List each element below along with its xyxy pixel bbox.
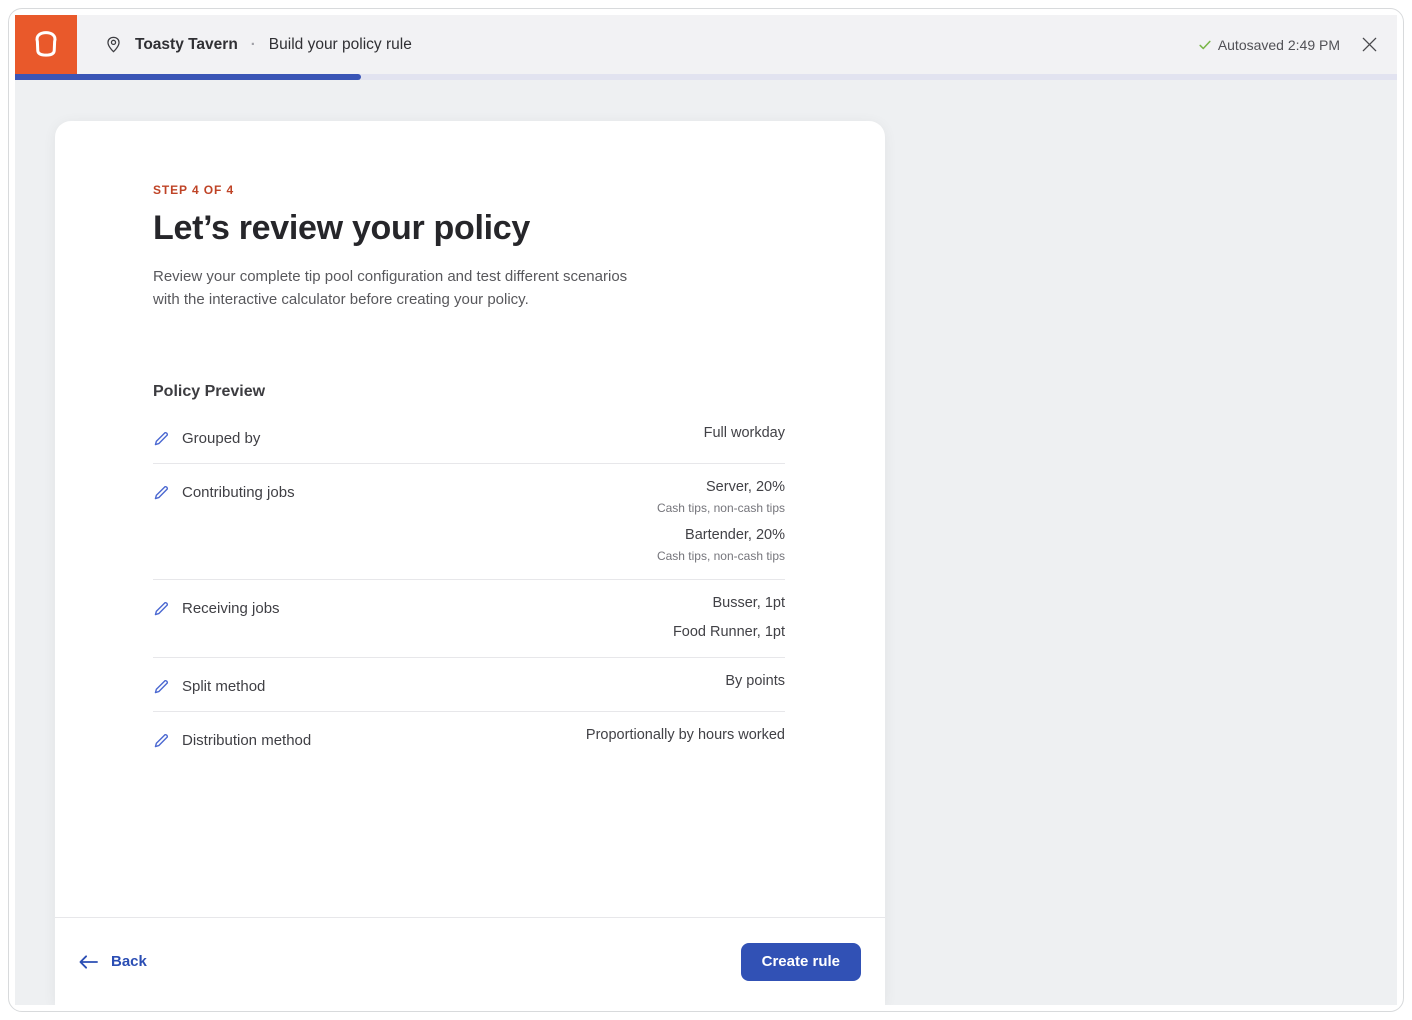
row-label: Contributing jobs: [182, 484, 295, 501]
policy-row-grouped-by: Grouped by Full workday: [153, 410, 785, 464]
flow-title: Build your policy rule: [268, 35, 412, 53]
toast-bread-icon: [28, 27, 64, 63]
progress-bar: [15, 74, 1397, 80]
step-label: STEP 4 OF 4: [153, 183, 235, 197]
row-value: Proportionally by hours worked: [585, 727, 785, 743]
edit-pencil-icon[interactable]: [153, 732, 170, 749]
checkmark-icon: [1198, 38, 1212, 52]
row-value-detail: Cash tips, non-cash tips: [656, 549, 785, 563]
card-footer: Back Create rule: [55, 917, 885, 1005]
progress-bar-fill: [15, 74, 361, 80]
toast-logo: [15, 15, 77, 74]
row-value: By points: [725, 673, 785, 689]
top-bar-right: Autosaved 2:49 PM: [1198, 31, 1397, 58]
page-background: STEP 4 OF 4 Let’s review your policy Rev…: [15, 80, 1397, 1005]
row-value: Bartender, 20%: [685, 527, 785, 543]
location-pin-icon: [104, 35, 123, 54]
create-rule-button[interactable]: Create rule: [740, 942, 861, 981]
card-body: STEP 4 OF 4 Let’s review your policy Rev…: [55, 121, 885, 917]
breadcrumb: Toasty Tavern · Build your policy rule: [104, 35, 412, 54]
row-value: Food Runner, 1pt: [672, 624, 785, 640]
row-value: Busser, 1pt: [712, 595, 785, 611]
edit-pencil-icon[interactable]: [153, 600, 170, 617]
policy-row-distribution-method: Distribution method Proportionally by ho…: [153, 712, 785, 765]
close-icon: [1360, 35, 1379, 54]
row-value: Server, 20%: [706, 479, 785, 495]
autosave-status: Autosaved 2:49 PM: [1198, 37, 1340, 53]
policy-row-contributing-jobs: Contributing jobs Server, 20% Cash tips,…: [153, 464, 785, 580]
edit-pencil-icon[interactable]: [153, 484, 170, 501]
edit-pencil-icon[interactable]: [153, 678, 170, 695]
breadcrumb-separator: ·: [250, 36, 256, 53]
row-label: Split method: [182, 678, 266, 695]
arrow-left-icon: [79, 954, 98, 969]
policy-row-receiving-jobs: Receiving jobs Busser, 1pt Food Runner, …: [153, 580, 785, 658]
row-value-detail: Cash tips, non-cash tips: [656, 501, 785, 515]
app-window: Toasty Tavern · Build your policy rule A…: [15, 15, 1397, 1005]
policy-row-split-method: Split method By points: [153, 658, 785, 712]
row-value: Full workday: [703, 425, 785, 441]
back-button[interactable]: Back: [79, 953, 147, 970]
review-card: STEP 4 OF 4 Let’s review your policy Rev…: [55, 121, 885, 1005]
page-title: Let’s review your policy: [153, 209, 531, 247]
row-label: Distribution method: [182, 732, 312, 749]
edit-pencil-icon[interactable]: [153, 430, 170, 447]
row-label: Receiving jobs: [182, 600, 280, 617]
policy-preview-heading: Policy Preview: [153, 383, 266, 400]
location-name: Toasty Tavern: [135, 35, 238, 53]
page-description: Review your complete tip pool configurat…: [153, 268, 628, 308]
autosave-text: Autosaved 2:49 PM: [1217, 36, 1340, 53]
policy-preview-list: Grouped by Full workday: [153, 410, 785, 765]
back-button-label: Back: [111, 953, 147, 970]
row-label: Grouped by: [182, 430, 261, 447]
close-button[interactable]: [1356, 31, 1383, 58]
top-bar: Toasty Tavern · Build your policy rule A…: [15, 15, 1397, 74]
screenshot-frame: Toasty Tavern · Build your policy rule A…: [8, 8, 1404, 1012]
